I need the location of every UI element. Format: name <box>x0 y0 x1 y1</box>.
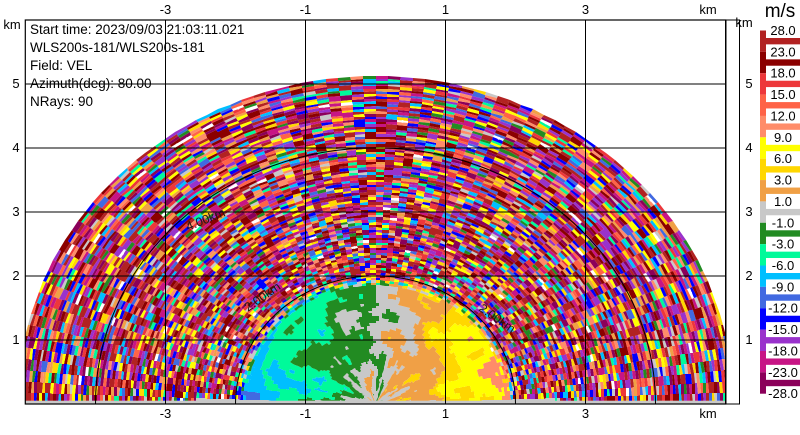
svg-text:28.0: 28.0 <box>770 23 795 38</box>
svg-text:Start time: 2023/09/03 21:03:1: Start time: 2023/09/03 21:03:11.021 <box>30 22 244 37</box>
svg-text:18.0: 18.0 <box>770 66 795 81</box>
svg-text:4: 4 <box>12 140 19 155</box>
svg-text:3: 3 <box>12 204 19 219</box>
svg-text:-1: -1 <box>300 2 312 17</box>
svg-text:3.0: 3.0 <box>774 173 792 188</box>
svg-text:15.0: 15.0 <box>770 87 795 102</box>
svg-text:2: 2 <box>745 268 752 283</box>
svg-text:m/s: m/s <box>765 1 796 22</box>
svg-text:4: 4 <box>745 140 752 155</box>
svg-text:-28.0: -28.0 <box>768 386 798 401</box>
svg-text:6.0: 6.0 <box>774 151 792 166</box>
svg-text:12.0: 12.0 <box>770 108 795 123</box>
svg-text:Azimuth(deg): 80.00: Azimuth(deg): 80.00 <box>30 76 152 91</box>
svg-text:-1: -1 <box>300 406 312 421</box>
svg-text:3: 3 <box>745 204 752 219</box>
svg-text:-23.0: -23.0 <box>768 365 798 380</box>
svg-text:9.0: 9.0 <box>774 130 792 145</box>
svg-text:-15.0: -15.0 <box>768 322 798 337</box>
svg-text:Field: VEL: Field: VEL <box>30 58 93 73</box>
svg-text:1: 1 <box>12 332 19 347</box>
svg-text:2: 2 <box>12 268 19 283</box>
svg-text:1: 1 <box>745 332 752 347</box>
svg-text:1.0: 1.0 <box>774 194 792 209</box>
svg-text:-1.0: -1.0 <box>772 215 794 230</box>
svg-text:-9.0: -9.0 <box>772 279 794 294</box>
svg-text:km: km <box>699 2 716 17</box>
svg-text:NRays: 90: NRays: 90 <box>30 94 93 109</box>
svg-text:-6.0: -6.0 <box>772 258 794 273</box>
svg-text:3: 3 <box>582 2 589 17</box>
svg-text:-3: -3 <box>160 2 172 17</box>
svg-text:1: 1 <box>442 2 449 17</box>
svg-text:23.0: 23.0 <box>770 44 795 59</box>
svg-text:-3: -3 <box>160 406 172 421</box>
svg-text:WLS200s-181/WLS200s-181: WLS200s-181/WLS200s-181 <box>30 40 205 55</box>
svg-text:3: 3 <box>582 406 589 421</box>
svg-text:km: km <box>3 17 20 32</box>
svg-text:-3.0: -3.0 <box>772 237 794 252</box>
svg-text:-18.0: -18.0 <box>768 343 798 358</box>
svg-text:5: 5 <box>745 76 752 91</box>
svg-text:km: km <box>699 406 716 421</box>
svg-text:-12.0: -12.0 <box>768 301 798 316</box>
svg-text:km: km <box>735 15 752 30</box>
svg-text:5: 5 <box>12 76 19 91</box>
svg-text:1: 1 <box>442 406 449 421</box>
